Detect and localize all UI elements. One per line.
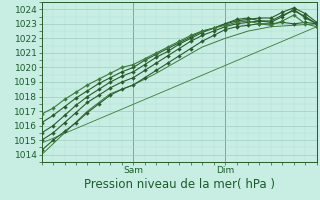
X-axis label: Pression niveau de la mer( hPa ): Pression niveau de la mer( hPa ) [84, 178, 275, 191]
